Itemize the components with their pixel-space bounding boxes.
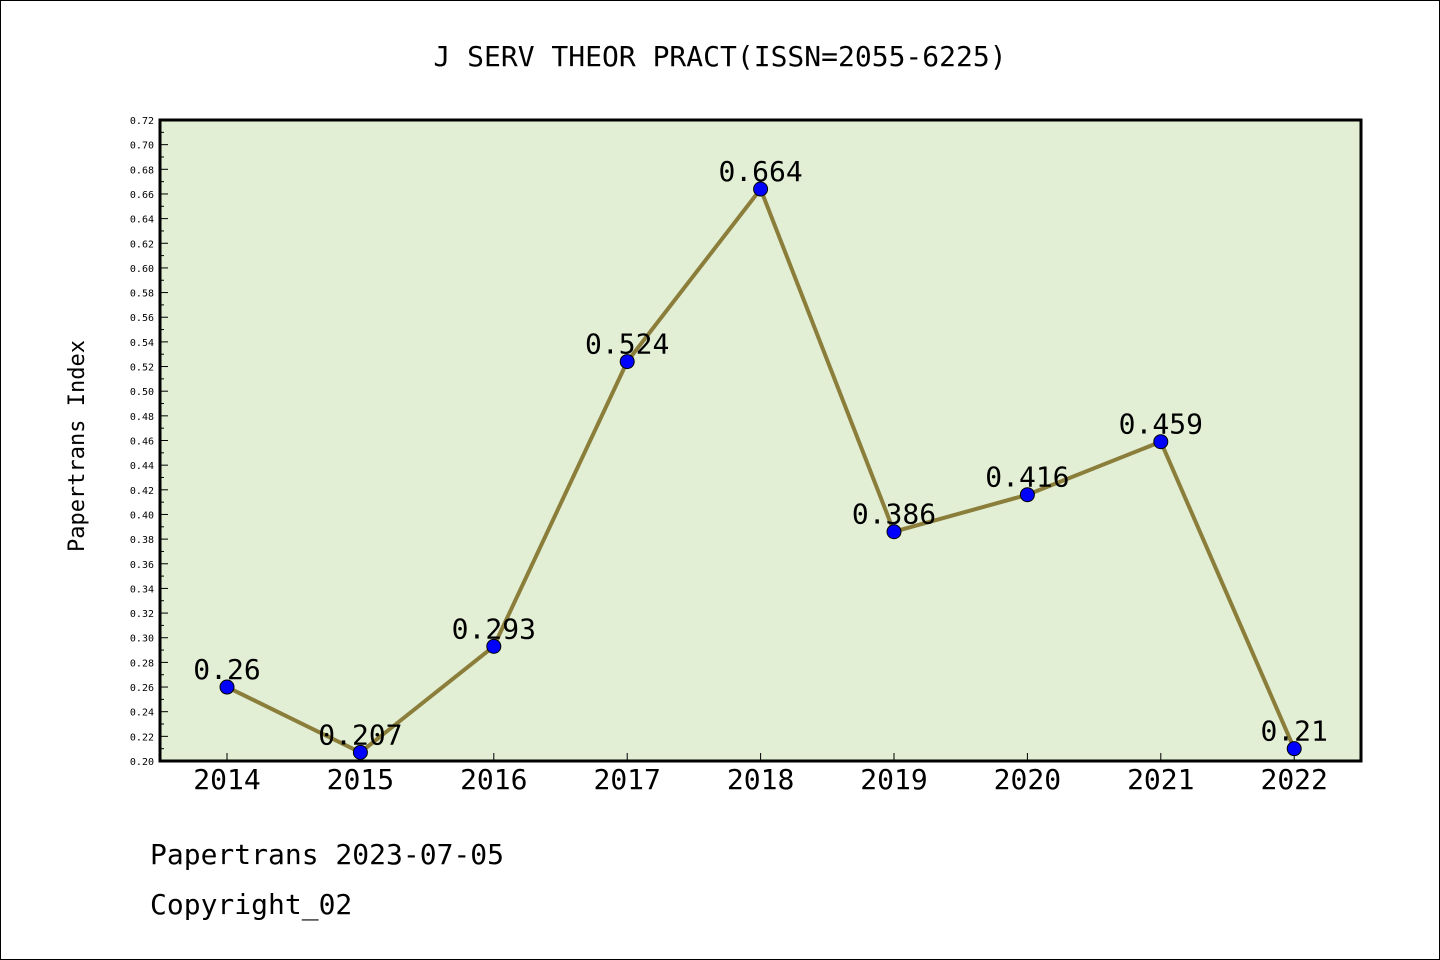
data-labels: 0.26 0.207 0.293 0.524 0.664 0.386 0.416 0.459 0… xyxy=(193,155,1328,751)
y-axis-label: Papertrans Index xyxy=(65,340,90,552)
y-tick-label: 0.24 xyxy=(130,708,154,719)
x-tick-label: 2020 xyxy=(994,763,1061,796)
x-tick-label: 2015 xyxy=(327,763,394,796)
y-tick-label: 0.36 xyxy=(130,560,154,571)
series-line-group xyxy=(219,181,1302,760)
y-tick-label: 0.54 xyxy=(130,338,154,349)
data-label: 0.207 xyxy=(318,718,402,751)
footer-date: Papertrans 2023-07-05 xyxy=(150,838,504,871)
y-tick-label: 0.34 xyxy=(130,584,154,595)
data-point xyxy=(1019,487,1035,503)
data-point xyxy=(352,744,368,760)
x-tick-label: 2017 xyxy=(593,763,660,796)
y-tick-label: 0.40 xyxy=(130,510,154,521)
x-tick-label: 2016 xyxy=(460,763,527,796)
data-label: 0.293 xyxy=(452,612,536,645)
y-tick-label: 0.70 xyxy=(130,141,154,152)
y-tick-label: 0.64 xyxy=(130,215,154,226)
y-tick-label: 0.56 xyxy=(130,313,154,324)
y-tick-label: 0.42 xyxy=(130,486,154,497)
y-tick-label: 0.48 xyxy=(130,412,154,423)
data-label: 0.459 xyxy=(1119,408,1203,441)
x-tick-label: 2022 xyxy=(1260,763,1327,796)
y-tick-label: 0.60 xyxy=(130,264,154,275)
data-point xyxy=(1153,434,1169,450)
x-tick-label: 2014 xyxy=(193,763,260,796)
data-label: 0.26 xyxy=(193,653,260,686)
y-tick-label: 0.30 xyxy=(130,634,154,645)
y-tick-label: 0.26 xyxy=(130,683,154,694)
x-tick-label: 2018 xyxy=(727,763,794,796)
y-tick-label: 0.44 xyxy=(130,461,154,472)
y-axis-ticks: 0.20 0.22 0.24 0.26 0.28 0.30 0.32 0.34 0.36 0.38… xyxy=(130,116,168,768)
y-tick-label: 0.20 xyxy=(130,757,154,768)
y-tick-label: 0.72 xyxy=(130,116,154,127)
y-tick-label: 0.50 xyxy=(130,387,154,398)
data-point xyxy=(219,679,235,695)
data-label: 0.21 xyxy=(1260,715,1327,748)
y-tick-label: 0.32 xyxy=(130,609,154,620)
data-point xyxy=(886,524,902,540)
footer-copyright: Copyright_02 xyxy=(150,888,352,922)
chart-title: J SERV THEOR PRACT(ISSN=2055-6225) xyxy=(433,40,1006,73)
data-label: 0.416 xyxy=(985,461,1069,494)
x-tick-label: 2021 xyxy=(1127,763,1194,796)
y-tick-label: 0.62 xyxy=(130,239,154,250)
y-tick-label: 0.22 xyxy=(130,732,154,743)
data-point xyxy=(1286,741,1302,757)
x-axis-ticks: 2014 2015 2016 2017 2018 2019 2020 2021 2022 xyxy=(193,753,1328,796)
y-tick-label: 0.38 xyxy=(130,535,154,546)
data-label: 0.386 xyxy=(852,498,936,531)
y-tick-label: 0.66 xyxy=(130,190,154,201)
y-tick-label: 0.46 xyxy=(130,437,154,448)
data-label: 0.524 xyxy=(585,328,669,361)
y-tick-label: 0.68 xyxy=(130,165,154,176)
x-tick-label: 2019 xyxy=(860,763,927,796)
data-point xyxy=(619,354,635,370)
y-tick-label: 0.52 xyxy=(130,363,154,374)
y-tick-label: 0.58 xyxy=(130,289,154,300)
y-tick-label: 0.28 xyxy=(130,658,154,669)
data-point xyxy=(753,181,769,197)
data-point xyxy=(486,638,502,654)
data-label: 0.664 xyxy=(718,155,802,188)
